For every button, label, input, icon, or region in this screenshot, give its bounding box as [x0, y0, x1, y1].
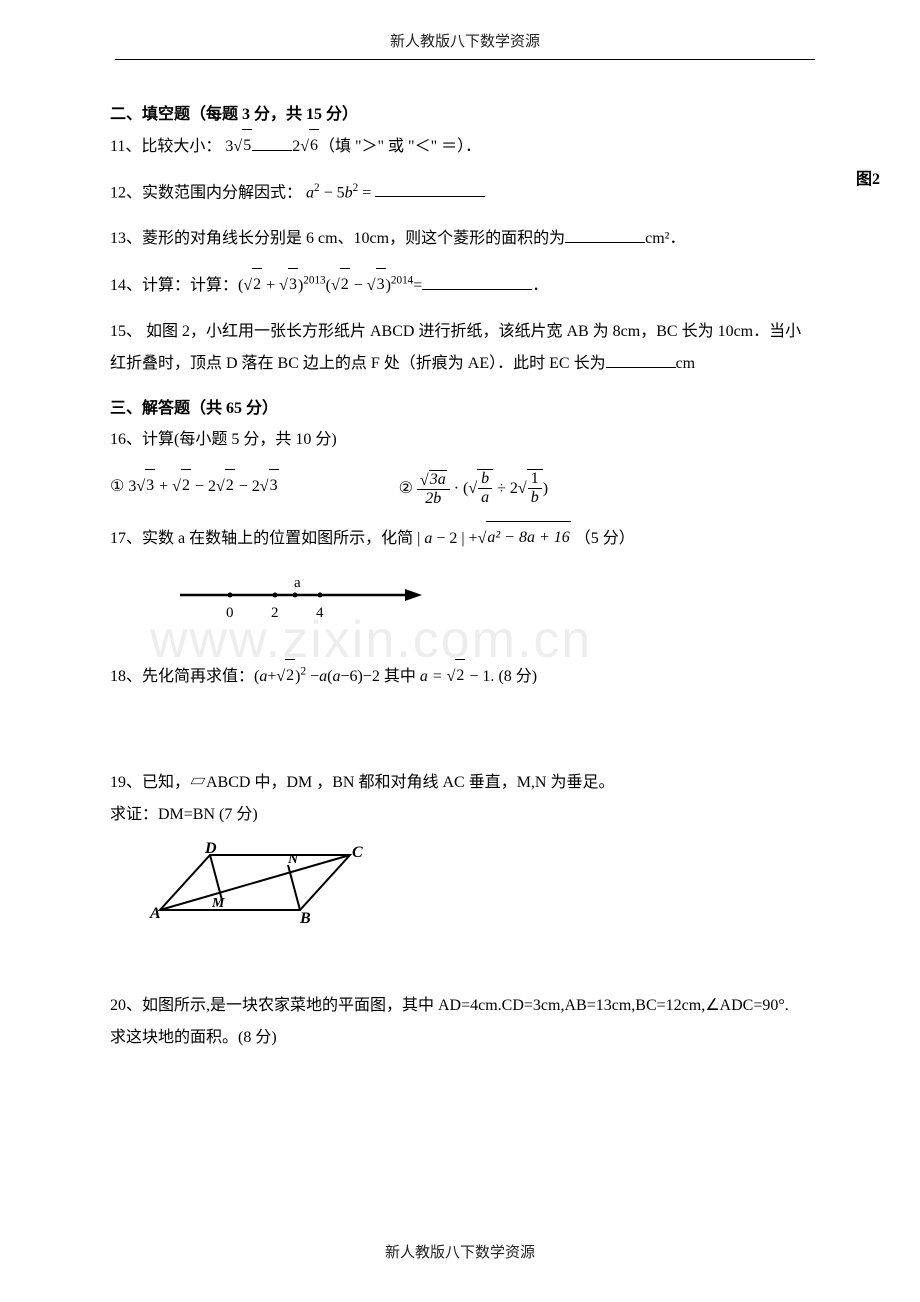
q12-mid: − 5 — [320, 184, 345, 201]
numberline-a: a — [294, 575, 301, 591]
q14-exp2: 2014 — [391, 275, 413, 287]
pg-N: N — [287, 852, 299, 867]
q14-plus: + — [262, 277, 279, 294]
numberline-2: 2 — [271, 605, 279, 621]
q15-blank — [606, 351, 676, 368]
q16-1-r3a: 3 — [145, 469, 155, 502]
q11-rad1: 5 — [242, 129, 252, 162]
q17-pre: 17、实数 a 在数轴上的位置如图所示，化简 | — [110, 530, 424, 547]
q14-r3b: 3 — [376, 268, 386, 301]
numberline-4: 4 — [316, 605, 324, 621]
q15-unit: cm — [676, 355, 696, 372]
q11-text-post: （填 "＞" 或 "＜" ＝）． — [319, 138, 481, 155]
question-11: 11、比较大小： 3 5 26（填 "＞" 或 "＜" ＝）． — [110, 130, 820, 163]
q13-unit: cm²． — [645, 230, 685, 247]
q17-m2: − 2 | + — [432, 530, 477, 547]
question-16-parts: ① 33 + 2 − 22 − 23 ② 3a2b · (ba ÷ 21b) — [110, 470, 820, 508]
question-20: 20、如图所示,是一块农家菜地的平面图，其中 AD=4cm.CD=3cm,AB=… — [110, 990, 820, 1054]
q15-line2: 红折叠时，顶点 D 落在 BC 边上的点 F 处（折痕为 AE）．此时 EC 长… — [110, 355, 606, 372]
q14-r3a: 3 — [288, 268, 298, 301]
section-2-title: 二、填空题（每题 3 分，共 15 分） — [110, 100, 820, 124]
q16-1-r3b: 3 — [269, 469, 279, 502]
page-footer: 新人教版八下数学资源 — [0, 1241, 920, 1262]
q16-2-div: ÷ 2 — [493, 480, 518, 497]
question-19: 19、已知，▱ABCD 中，DM ，BN 都和对角线 AC 垂直，M,N 为垂足… — [110, 767, 820, 831]
q12-blank — [375, 180, 485, 197]
q18-plus: + — [267, 668, 276, 685]
q18-m1: − 1. — [465, 668, 494, 685]
q16-1-m1: − 2 — [191, 478, 216, 495]
q14-r2a: 2 — [252, 268, 262, 301]
q18-pts: (8 分) — [494, 668, 537, 685]
q16-2-dot: · ( — [450, 480, 469, 497]
q16-part2: ② 3a2b · (ba ÷ 21b) — [399, 470, 548, 508]
question-13: 13、菱形的对角线长分别是 6 cm、10cm，则这个菱形的面积的为 cm²． — [110, 223, 820, 255]
pg-C: C — [352, 844, 363, 861]
header-rule — [115, 59, 815, 60]
q12-eq: = — [358, 184, 375, 201]
q12-a: a — [306, 184, 314, 201]
q18-pre: 18、先化简再求值： — [110, 668, 254, 685]
figure-2-label: 图2 — [856, 165, 880, 189]
q17-pts: （5 分） — [571, 530, 635, 547]
pg-M: M — [211, 896, 225, 911]
q11-blank — [252, 134, 292, 151]
section-3-title: 三、解答题（共 65 分） — [110, 394, 820, 418]
pg-A: A — [149, 905, 161, 922]
q14-r2b: 2 — [340, 268, 350, 301]
q18-minus: − — [306, 668, 319, 685]
q12-pre: 12、实数范围内分解因式： — [110, 184, 302, 201]
q18-aeq: a = — [420, 668, 447, 685]
q16-2-close: ) — [543, 480, 548, 497]
q15-line1: 15、 如图 2，小红用一张长方形纸片 ABCD 进行折纸，该纸片宽 AB 为 … — [110, 316, 820, 348]
q16-1-r2b: 2 — [225, 469, 235, 502]
question-16: 16、计算(每小题 5 分，共 10 分) — [110, 424, 820, 456]
q16-1-r2a: 2 — [181, 469, 191, 502]
q14-exp1: 2013 — [303, 275, 325, 287]
q16-1-m2: − 2 — [235, 478, 260, 495]
q20-line1: 20、如图所示,是一块农家菜地的平面图，其中 AD=4cm.CD=3cm,AB=… — [110, 990, 820, 1022]
q18-m6: −6)−2 — [340, 668, 379, 685]
q16-2-fb2: b — [528, 489, 542, 507]
q11-text-pre: 11、比较大小： 3 — [110, 138, 233, 155]
q18-mid: 其中 — [380, 668, 420, 685]
question-15: 15、 如图 2，小红用一张长方形纸片 ABCD 进行折纸，该纸片宽 AB 为 … — [110, 316, 820, 380]
q16-1-plus: + — [155, 478, 172, 495]
q19-line2: 求证：DM=BN (7 分) — [110, 799, 820, 831]
pg-B: B — [299, 910, 311, 927]
parallelogram-figure: D C A B M N — [150, 845, 820, 930]
q11-rad2: 6 — [309, 129, 319, 162]
q18-r2b: 2 — [455, 659, 465, 692]
numberline-0: 0 — [226, 605, 234, 621]
q19-line1: 19、已知，▱ABCD 中，DM ，BN 都和对角线 AC 垂直，M,N 为垂足… — [110, 767, 820, 799]
q18-a2: a — [319, 668, 327, 685]
q14-eq: = — [413, 277, 422, 294]
question-18: 18、先化简再求值：(a+2)2 −a(a−6)−2 其中 a = 2 − 1.… — [110, 660, 820, 693]
q13-blank — [565, 226, 645, 243]
q16-part1: ① 33 + 2 − 22 − 23 — [110, 470, 279, 508]
q12-b: b — [345, 184, 353, 201]
number-line-figure: a 0 2 4 — [170, 575, 820, 640]
q14-minus: − — [350, 277, 367, 294]
q14-pre: 14、计算：计算：( — [110, 277, 243, 294]
pg-D: D — [204, 840, 217, 857]
q16-2-fa: a — [478, 489, 492, 507]
question-14: 14、计算：计算：(2 + 3)2013(2 − 3)2014=． — [110, 269, 820, 302]
q17-radin: a² − 8a + 16 — [486, 521, 570, 554]
q18-r2: 2 — [285, 659, 295, 692]
q16-2-f1: 1 — [528, 470, 542, 489]
page-header: 新人教版八下数学资源 — [110, 30, 820, 51]
q16-2-label: ② — [399, 480, 417, 497]
q14-blank — [422, 273, 532, 290]
question-12: 12、实数范围内分解因式： a2 − 5b2 = — [110, 177, 820, 209]
q16-1-label: ① 3 — [110, 478, 136, 495]
q16-2-fb: b — [478, 470, 492, 489]
q11-mid: 2 — [292, 138, 300, 155]
q13-text: 13、菱形的对角线长分别是 6 cm、10cm，则这个菱形的面积的为 — [110, 230, 565, 247]
q16-2-num1: 3a — [429, 470, 447, 489]
q16-2-den1: 2b — [417, 490, 450, 508]
q20-line2: 求这块地的面积。(8 分) — [110, 1022, 820, 1054]
question-17: 17、实数 a 在数轴上的位置如图所示，化简 | a − 2 | +a² − 8… — [110, 522, 820, 555]
